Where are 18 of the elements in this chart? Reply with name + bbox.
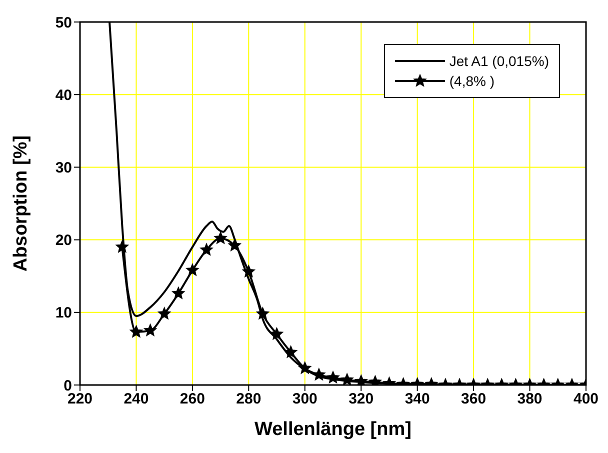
x-tick-label: 240 [124,390,149,408]
x-axis-title: Wellenlänge [nm] [254,419,412,440]
x-tick-label: 300 [292,390,318,408]
y-tick-label: 20 [55,232,72,250]
y-tick-label: 10 [55,304,72,322]
x-tick-label: 360 [461,390,486,408]
legend-label: Jet A1 (0,015%) [449,52,549,71]
y-tick-label: 40 [55,86,72,104]
x-tick-label: 260 [180,390,205,408]
x-tick-label: 400 [573,390,599,408]
y-axis-title: Absorption [%] [10,135,32,272]
x-tick-label: 340 [404,390,430,408]
legend-label: (4,8% ) [449,72,494,91]
y-tick-label: 30 [55,160,72,177]
x-tick-label: 320 [348,390,374,408]
x-tick-label: 380 [517,390,542,408]
x-tick-label: 280 [236,390,262,408]
y-tick-label: 50 [55,14,72,32]
